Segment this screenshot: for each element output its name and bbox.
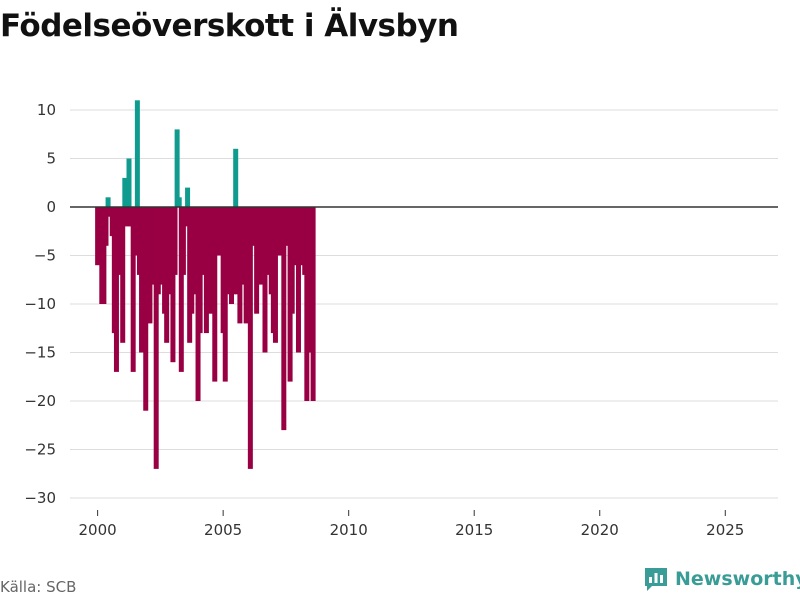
y-tick-label: 5: [46, 150, 56, 168]
bar: [189, 207, 195, 314]
source-note: Källa: SCB: [0, 578, 77, 596]
bar: [272, 207, 278, 343]
y-tick-label: −5: [34, 247, 56, 265]
brand-name: Newsworthy: [675, 568, 800, 590]
bar: [116, 207, 122, 275]
y-tick-label: 10: [37, 101, 56, 119]
bar: [124, 207, 130, 227]
y-tick-label: −20: [24, 392, 56, 410]
bar: [134, 100, 140, 207]
x-tick-label: 2025: [706, 521, 744, 539]
y-axis-ticks: 10 5 0 −5 −10 −15 −20 −25 −30: [24, 101, 56, 507]
bar: [182, 207, 188, 227]
bar: [233, 148, 239, 207]
chart-title: Födelseöverskott i Älvsbyn: [0, 8, 459, 44]
y-tick-label: −10: [24, 295, 56, 313]
bar: [126, 158, 132, 207]
bar: [208, 207, 214, 314]
bar: [132, 207, 138, 256]
y-tick-label: −25: [24, 441, 56, 459]
bar: [170, 207, 176, 363]
bar: [122, 177, 128, 207]
bar: [143, 207, 149, 411]
bar: [283, 207, 289, 246]
bar: [172, 207, 178, 275]
bar: [105, 197, 111, 207]
bar: [310, 207, 316, 401]
y-tick-label: −30: [24, 489, 56, 507]
bar: [262, 207, 268, 353]
bar: [180, 207, 186, 275]
bar: [130, 207, 136, 372]
brand-logo[interactable]: Newsworthy: [643, 566, 800, 592]
y-tick-label: −15: [24, 344, 56, 362]
x-tick-label: 2005: [204, 521, 242, 539]
bar: [254, 207, 260, 314]
bar: [120, 207, 126, 343]
bar: [178, 207, 184, 372]
bar: [231, 207, 237, 295]
bar: [224, 207, 230, 295]
bar: [295, 207, 301, 353]
bar: [249, 207, 255, 246]
bar: [153, 207, 159, 469]
bar: [101, 207, 107, 304]
bar: [174, 129, 180, 207]
bar: [247, 207, 253, 469]
bar: [176, 197, 182, 207]
bar: [166, 207, 172, 295]
bar: [258, 207, 264, 285]
x-tick-label: 2020: [581, 521, 619, 539]
x-axis-ticks: 2000 2005 2010 2015 2020 2025: [79, 510, 744, 539]
x-tick-label: 2010: [330, 521, 368, 539]
x-tick-label: 2000: [79, 521, 117, 539]
bar: [281, 207, 287, 431]
bar: [113, 207, 119, 372]
bar: [103, 207, 109, 246]
bar: [277, 207, 283, 256]
bar: [212, 207, 218, 382]
y-tick-label: 0: [46, 198, 56, 216]
x-tick-label: 2015: [455, 521, 493, 539]
bars: [95, 100, 316, 469]
bar-chart-icon: [645, 568, 667, 591]
bar: [185, 187, 191, 207]
